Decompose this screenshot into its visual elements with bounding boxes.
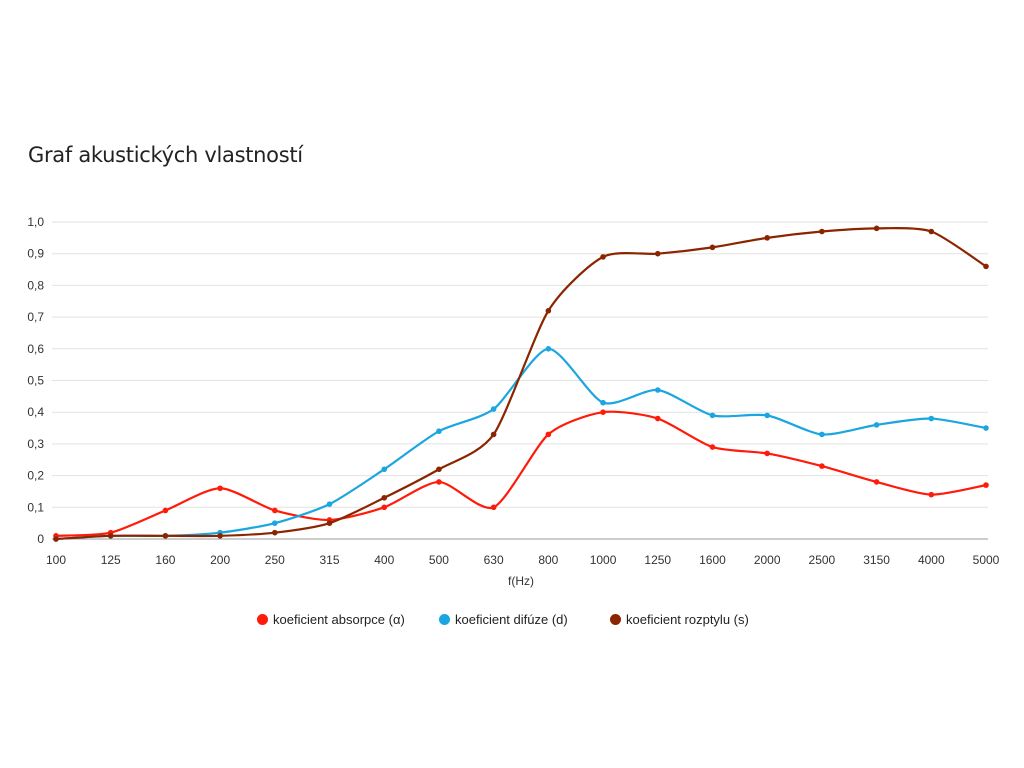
x-tick-label: 630 bbox=[484, 553, 504, 567]
data-point bbox=[819, 431, 825, 438]
data-point bbox=[654, 250, 661, 257]
data-point bbox=[873, 479, 880, 485]
x-tick-label: 5000 bbox=[973, 553, 1000, 567]
data-point bbox=[381, 494, 388, 501]
data-point bbox=[819, 463, 825, 469]
x-axis-label: f(Hz) bbox=[508, 574, 534, 588]
data-point bbox=[490, 406, 497, 412]
data-point bbox=[217, 485, 223, 492]
data-point bbox=[436, 428, 442, 435]
legend-item: koeficient absorpce (α) bbox=[257, 612, 405, 627]
y-tick-label: 0,8 bbox=[27, 278, 44, 292]
data-point bbox=[217, 533, 223, 539]
data-point bbox=[490, 431, 497, 438]
data-point bbox=[709, 412, 716, 419]
x-tick-label: 200 bbox=[210, 553, 230, 567]
data-point bbox=[819, 228, 825, 235]
data-point bbox=[600, 409, 606, 416]
data-point bbox=[764, 450, 770, 457]
data-point bbox=[107, 533, 114, 539]
data-point bbox=[764, 412, 770, 419]
chart-title: Graf akustických vlastností bbox=[28, 143, 303, 167]
legend-marker-icon bbox=[257, 614, 268, 625]
legend-item: koeficient rozptylu (s) bbox=[610, 612, 749, 627]
y-tick-label: 0,1 bbox=[27, 500, 44, 514]
x-tick-label: 1000 bbox=[590, 553, 617, 567]
data-point bbox=[545, 431, 552, 438]
y-tick-label: 0,6 bbox=[27, 342, 44, 356]
x-tick-label: 100 bbox=[46, 553, 66, 567]
data-point bbox=[272, 529, 278, 536]
data-point bbox=[326, 520, 333, 526]
legend-label: koeficient difúze (d) bbox=[455, 612, 568, 627]
legend-label: koeficient absorpce (α) bbox=[273, 612, 405, 627]
data-point bbox=[53, 536, 59, 542]
y-tick-label: 0,5 bbox=[27, 374, 44, 388]
x-tick-label: 125 bbox=[101, 553, 121, 567]
data-point bbox=[709, 444, 716, 450]
data-point bbox=[381, 504, 388, 511]
x-tick-label: 4000 bbox=[918, 553, 945, 567]
x-tick-label: 160 bbox=[155, 553, 175, 567]
data-point bbox=[654, 415, 661, 422]
legend-marker-icon bbox=[439, 614, 450, 625]
y-tick-label: 0,7 bbox=[27, 310, 44, 324]
data-point bbox=[928, 415, 935, 422]
legend-item: koeficient difúze (d) bbox=[439, 612, 568, 627]
data-point bbox=[600, 399, 606, 406]
y-tick-label: 0 bbox=[37, 532, 44, 546]
x-tick-label: 250 bbox=[265, 553, 285, 567]
data-point bbox=[162, 533, 169, 539]
data-point bbox=[326, 501, 333, 507]
data-point bbox=[545, 307, 552, 314]
data-point bbox=[983, 482, 989, 488]
data-point bbox=[436, 479, 442, 485]
x-tick-label: 1600 bbox=[699, 553, 726, 567]
data-point bbox=[928, 491, 935, 498]
legend-marker-icon bbox=[610, 614, 621, 625]
data-point bbox=[436, 466, 442, 473]
data-point bbox=[873, 225, 880, 232]
x-tick-label: 3150 bbox=[863, 553, 890, 567]
y-tick-label: 1,0 bbox=[27, 215, 44, 229]
data-point bbox=[600, 254, 606, 260]
x-tick-label: 2000 bbox=[754, 553, 781, 567]
x-tick-label: 400 bbox=[374, 553, 394, 567]
data-point bbox=[983, 263, 989, 270]
data-point bbox=[381, 466, 388, 473]
x-tick-label: 315 bbox=[320, 553, 340, 567]
series-line-2 bbox=[55, 227, 987, 541]
data-point bbox=[983, 425, 989, 431]
legend-label: koeficient rozptylu (s) bbox=[626, 612, 749, 627]
y-tick-label: 0,3 bbox=[27, 437, 44, 451]
x-tick-label: 2500 bbox=[809, 553, 836, 567]
data-point bbox=[928, 228, 935, 235]
data-point bbox=[764, 235, 770, 241]
x-tick-label: 500 bbox=[429, 553, 449, 567]
data-point bbox=[162, 507, 169, 514]
data-point bbox=[654, 387, 661, 393]
data-point bbox=[709, 244, 716, 251]
x-tick-label: 800 bbox=[538, 553, 558, 567]
y-tick-label: 0,2 bbox=[27, 469, 44, 483]
data-point bbox=[272, 520, 278, 526]
y-tick-label: 0,4 bbox=[27, 405, 44, 419]
x-tick-label: 1250 bbox=[644, 553, 671, 567]
data-point bbox=[545, 346, 552, 352]
data-point bbox=[490, 504, 497, 511]
data-point bbox=[873, 422, 880, 428]
y-tick-label: 0,9 bbox=[27, 247, 44, 261]
data-point bbox=[272, 507, 278, 514]
line-chart: 0 0,1 0,2 0,3 0,4 0,5 0,6 0,7 0,8 0,9 1,0 100 125 160… bbox=[27, 215, 1000, 588]
